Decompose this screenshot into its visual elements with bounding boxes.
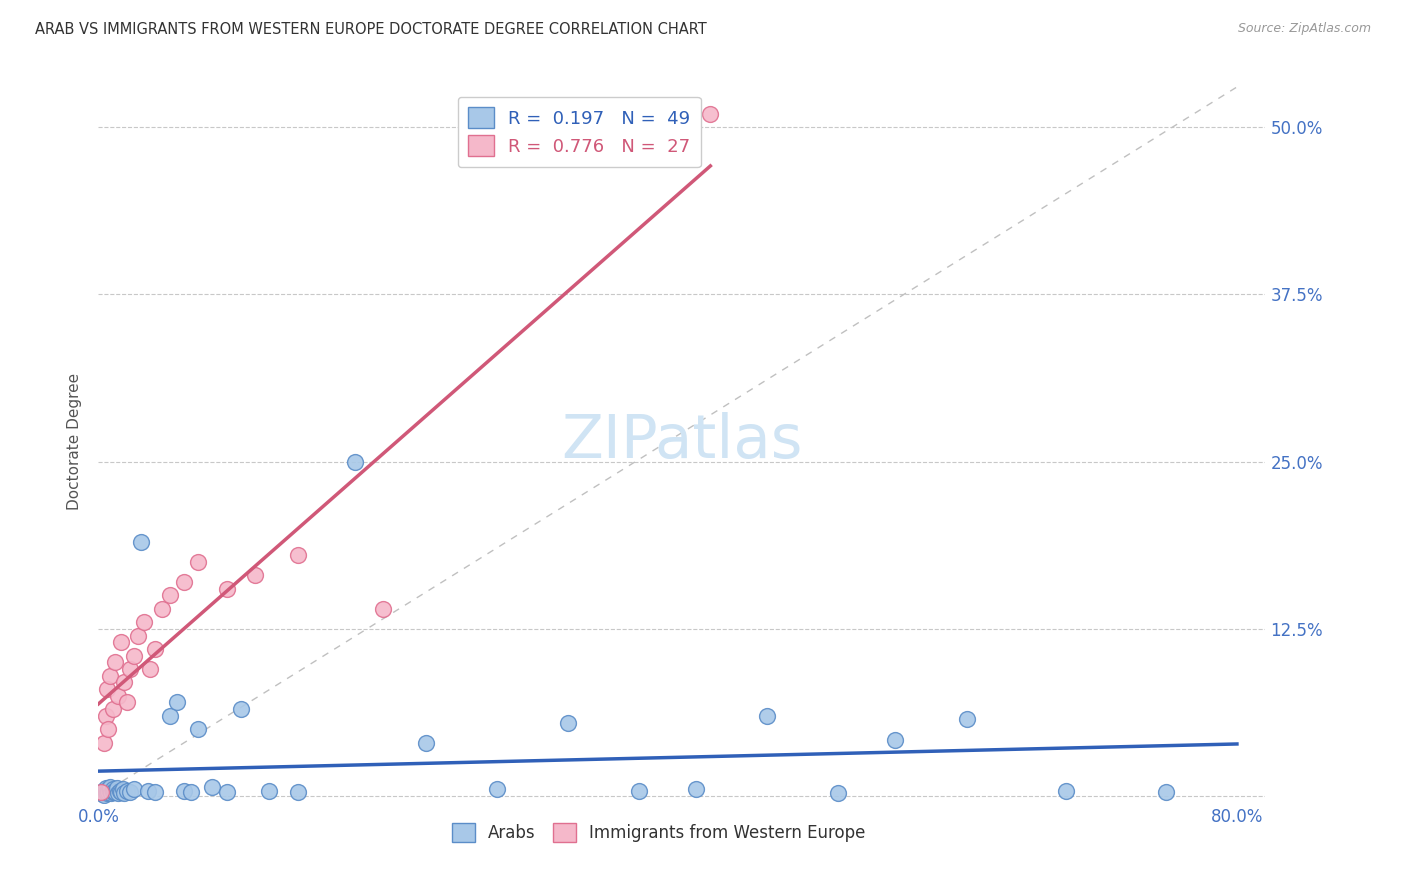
Point (122, 782, 145, 797)
Point (98, 780, 121, 794)
Point (229, 702, 252, 716)
Point (118, 662, 141, 676)
Point (97, 785, 120, 799)
Point (103, 784, 125, 798)
Point (115, 784, 138, 798)
Point (110, 785, 132, 799)
Point (243, 568, 266, 582)
Point (93, 735, 115, 749)
Point (699, 107, 721, 121)
Point (415, 735, 437, 749)
Point (110, 635, 132, 649)
Point (1154, 785, 1177, 799)
Point (94, 785, 117, 799)
Point (101, 702, 124, 716)
Point (104, 785, 127, 799)
Point (101, 785, 124, 799)
Point (187, 723, 209, 737)
Y-axis label: Doctorate Degree: Doctorate Degree (67, 373, 83, 510)
Point (91, 784, 114, 798)
Point (97, 782, 120, 797)
Point (166, 696, 188, 710)
Point (97, 723, 120, 737)
Point (118, 785, 141, 799)
Point (90, 787, 112, 801)
Point (93, 788, 115, 802)
Point (107, 689, 129, 703)
Point (138, 662, 160, 676)
Point (756, 708, 779, 723)
Point (827, 787, 849, 801)
Point (152, 602, 174, 616)
Legend: Arabs, Immigrants from Western Europe: Arabs, Immigrants from Western Europe (444, 816, 872, 848)
Point (98, 669, 121, 683)
Point (371, 602, 394, 616)
Point (108, 784, 131, 798)
Point (215, 785, 238, 799)
Point (101, 782, 124, 797)
Point (100, 787, 122, 801)
Point (90, 785, 112, 799)
Point (96, 787, 118, 801)
Point (180, 785, 202, 799)
Point (115, 696, 138, 710)
Text: ZIPatlas: ZIPatlas (561, 412, 803, 471)
Point (122, 648, 145, 663)
Point (955, 712, 977, 726)
Point (257, 784, 280, 798)
Point (173, 575, 195, 590)
Point (159, 589, 181, 603)
Point (173, 784, 195, 798)
Point (94, 781, 117, 796)
Point (143, 642, 166, 657)
Point (132, 615, 155, 630)
Point (136, 784, 159, 798)
Point (159, 708, 181, 723)
Point (287, 785, 309, 799)
Point (105, 781, 128, 796)
Point (98, 784, 121, 798)
Point (96, 681, 118, 696)
Point (557, 715, 579, 730)
Point (343, 455, 366, 469)
Point (143, 785, 166, 799)
Point (287, 548, 309, 563)
Text: ARAB VS IMMIGRANTS FROM WESTERN EUROPE DOCTORATE DEGREE CORRELATION CHART: ARAB VS IMMIGRANTS FROM WESTERN EUROPE D… (35, 22, 707, 37)
Point (129, 535, 152, 549)
Point (187, 555, 209, 569)
Point (685, 782, 707, 797)
Point (1054, 784, 1077, 798)
Text: Source: ZipAtlas.com: Source: ZipAtlas.com (1237, 22, 1371, 36)
Point (127, 628, 149, 642)
Point (107, 787, 129, 801)
Point (884, 733, 907, 747)
Point (215, 582, 238, 596)
Point (628, 784, 651, 798)
Point (112, 787, 135, 801)
Point (112, 675, 135, 690)
Point (485, 782, 508, 797)
Point (104, 655, 127, 669)
Point (111, 782, 134, 797)
Point (94, 708, 117, 723)
Point (201, 780, 224, 794)
